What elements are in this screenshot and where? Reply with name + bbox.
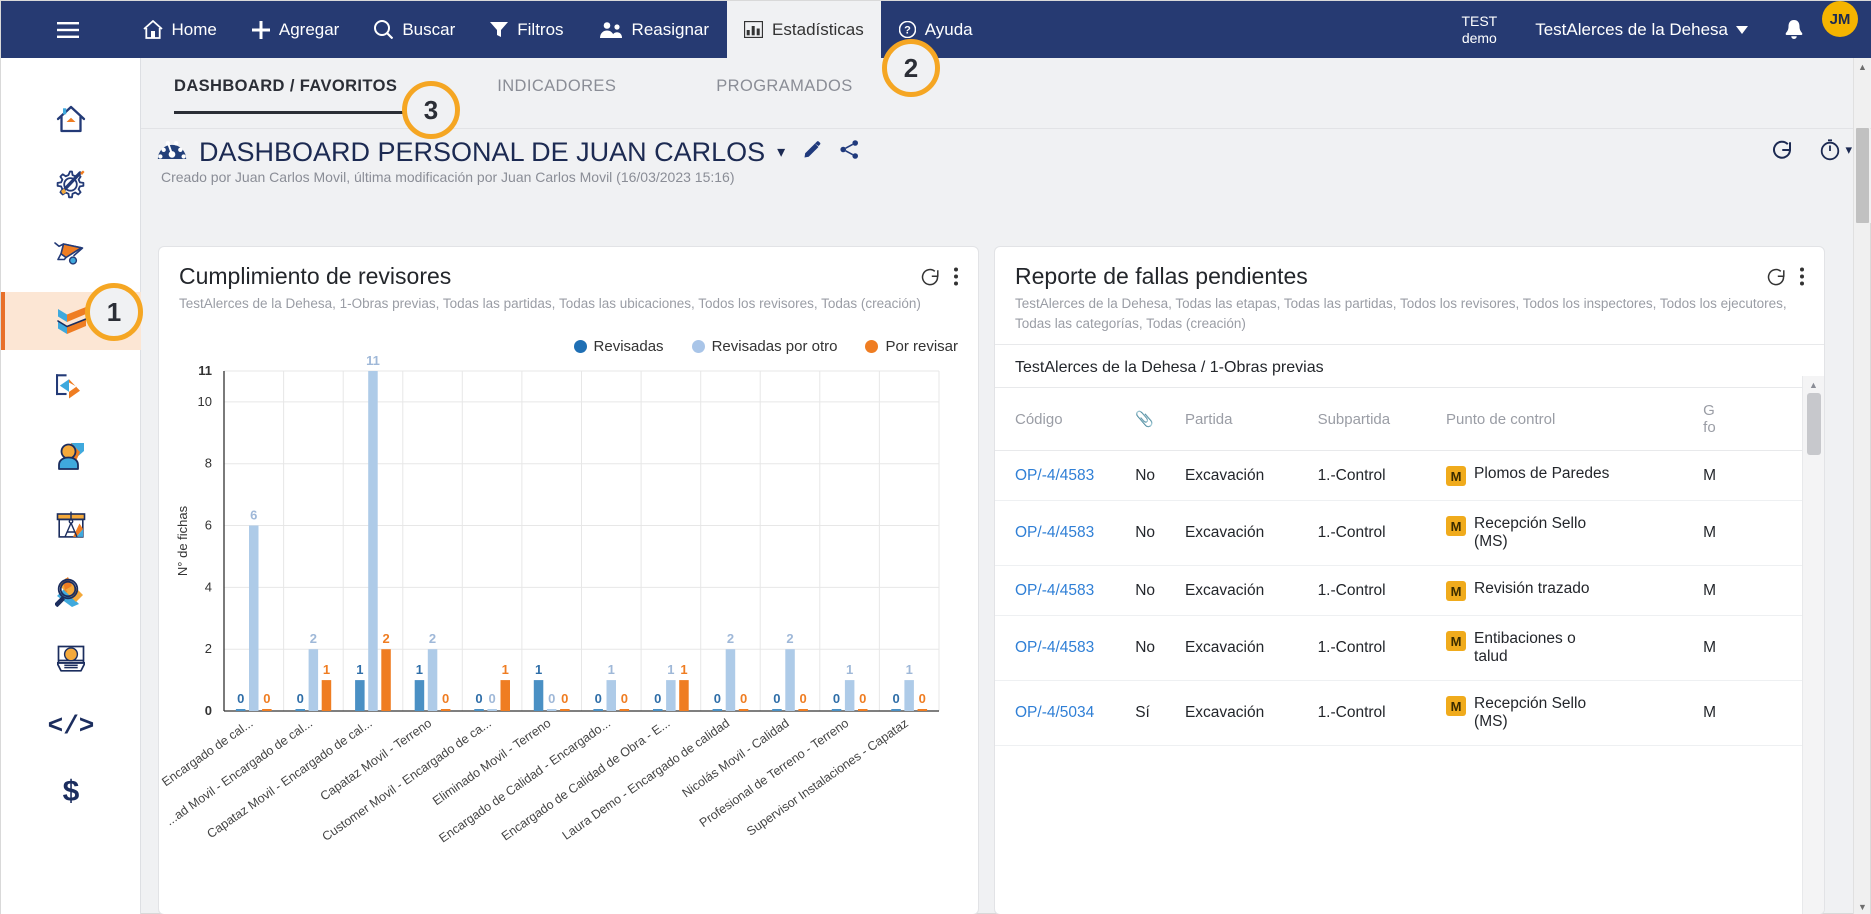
svg-text:2: 2: [727, 631, 734, 646]
svg-text:0: 0: [263, 691, 270, 706]
svg-text:1: 1: [667, 662, 674, 677]
svg-text:N° de fichas: N° de fichas: [175, 505, 190, 576]
svg-text:1: 1: [906, 662, 913, 677]
svg-text:0: 0: [442, 691, 449, 706]
svg-text:2: 2: [205, 641, 212, 656]
svg-text:0: 0: [205, 703, 212, 718]
svg-text:0: 0: [714, 691, 721, 706]
svg-text:1: 1: [535, 662, 542, 677]
svg-text:0: 0: [859, 691, 866, 706]
svg-text:0: 0: [548, 691, 555, 706]
svg-text:1: 1: [323, 662, 330, 677]
svg-text:0: 0: [919, 691, 926, 706]
svg-text:1: 1: [356, 662, 363, 677]
svg-text:10: 10: [198, 394, 212, 409]
svg-text:?: ?: [904, 25, 911, 37]
svg-text:4: 4: [205, 579, 212, 594]
svg-text:1: 1: [502, 662, 509, 677]
svg-text:0: 0: [799, 691, 806, 706]
svg-text:6: 6: [205, 518, 212, 533]
svg-text:0: 0: [595, 691, 602, 706]
svg-text:2: 2: [429, 631, 436, 646]
svg-text:Nicolás Movil - Calidad: Nicolás Movil - Calidad: [680, 716, 792, 800]
svg-text:2: 2: [786, 631, 793, 646]
svg-text:0: 0: [654, 691, 661, 706]
svg-text:0: 0: [773, 691, 780, 706]
svg-text:0: 0: [833, 691, 840, 706]
svg-text:2: 2: [382, 631, 389, 646]
svg-text:0: 0: [297, 691, 304, 706]
svg-text:0: 0: [892, 691, 899, 706]
svg-text:0: 0: [740, 691, 747, 706]
svg-text:1: 1: [680, 662, 687, 677]
svg-text:0: 0: [488, 691, 495, 706]
svg-text:1: 1: [416, 662, 423, 677]
svg-text:11: 11: [198, 363, 212, 378]
svg-text:8: 8: [205, 456, 212, 471]
svg-text:0: 0: [475, 691, 482, 706]
svg-text:1: 1: [608, 662, 615, 677]
svg-text:0: 0: [237, 691, 244, 706]
svg-text:6: 6: [250, 508, 257, 523]
svg-text:0: 0: [621, 691, 628, 706]
svg-text:1: 1: [846, 662, 853, 677]
svg-text:Capataz Movil - Terreno: Capataz Movil - Terreno: [318, 716, 435, 803]
svg-text:0: 0: [561, 691, 568, 706]
svg-text:11: 11: [366, 353, 380, 368]
svg-text:2: 2: [310, 631, 317, 646]
